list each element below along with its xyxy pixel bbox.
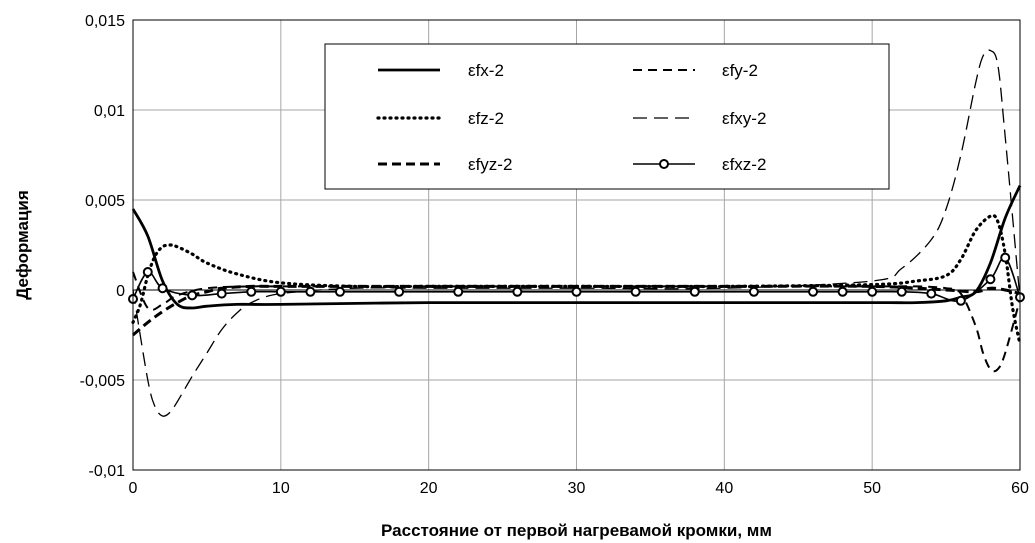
series-marker: [630, 286, 641, 297]
y-tick-label: 0: [116, 283, 125, 300]
x-axis-title: Расстояние от первой нагревамой кромки, …: [381, 521, 772, 540]
series-line-εfxy-2: [132, 49, 1021, 417]
series-marker: [275, 286, 286, 297]
y-tick-label: 0,01: [94, 103, 125, 120]
series-marker: [157, 283, 168, 294]
legend: εfx-2 εfy-2 εfz-2 εfxy-2 εfyz-2 εfxz-2: [324, 43, 890, 190]
series-marker: [334, 286, 345, 297]
series-marker: [896, 286, 907, 297]
legend-label: εfz-2: [468, 109, 504, 128]
x-tick-label: 50: [863, 480, 881, 497]
y-tick-label: -0,01: [89, 463, 126, 480]
series-marker: [142, 267, 153, 277]
series-marker: [808, 286, 819, 297]
series-marker: [187, 290, 198, 301]
series-marker: [955, 295, 966, 306]
legend-label: εfy-2: [722, 61, 758, 80]
series-marker: [689, 286, 700, 297]
x-tick-label: 10: [272, 480, 290, 497]
y-tick-label: 0,015: [85, 13, 125, 30]
series-marker: [867, 286, 878, 297]
x-tick-labels: 0 10 20 30 40 50 60: [129, 480, 1029, 497]
x-tick-label: 40: [715, 480, 733, 497]
series-marker: [305, 286, 316, 297]
series-marker: [571, 286, 582, 297]
series-line-εfyz-2: [132, 284, 1021, 337]
series-marker: [246, 286, 257, 297]
x-tick-label: 20: [420, 480, 438, 497]
series-marker: [837, 286, 848, 297]
legend-box: [324, 43, 890, 190]
y-axis-title: Деформация: [13, 190, 32, 300]
series-marker: [926, 288, 937, 299]
y-tick-label: 0,005: [85, 193, 125, 210]
series-marker: [748, 286, 759, 297]
x-tick-label: 60: [1011, 480, 1029, 497]
legend-label: εfyz-2: [468, 155, 512, 174]
legend-label: εfx-2: [468, 61, 504, 80]
x-tick-label: 0: [129, 480, 138, 497]
series-marker: [453, 286, 464, 297]
x-tick-label: 30: [568, 480, 586, 497]
series-marker: [512, 286, 523, 297]
series-marker: [216, 288, 227, 299]
legend-label: εfxy-2: [722, 109, 766, 128]
plot-frame: [132, 19, 1021, 471]
legend-label: εfxz-2: [722, 155, 766, 174]
y-tick-labels: -0,01 -0,005 0 0,005 0,01 0,015: [80, 13, 125, 480]
series-marker: [985, 274, 996, 285]
series-marker: [394, 286, 405, 297]
y-tick-label: -0,005: [80, 373, 125, 390]
series-marker: [1000, 252, 1011, 263]
legend-marker: [659, 159, 669, 169]
